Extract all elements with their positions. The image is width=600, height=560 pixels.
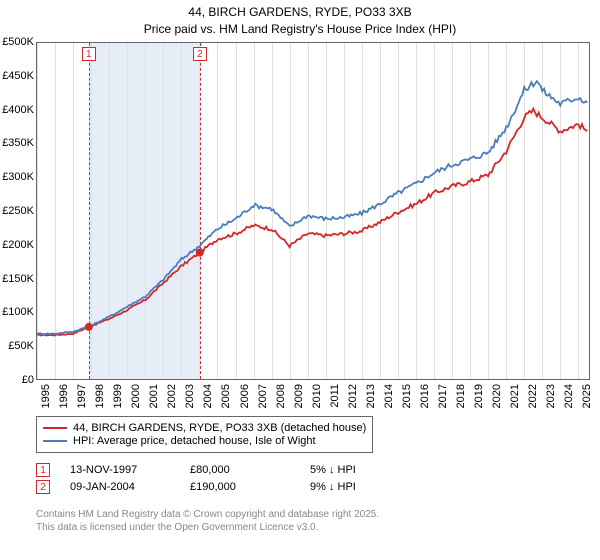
x-tick-label: 2016 <box>419 384 431 408</box>
x-tick-label: 2003 <box>184 384 196 408</box>
title-line2: Price paid vs. HM Land Registry's House … <box>144 22 456 36</box>
transaction-dot-2 <box>196 249 204 257</box>
y-tick-label: £300K <box>0 171 34 183</box>
transaction-row: 2 09-JAN-2004£190,0009% ↓ HPI <box>36 480 356 494</box>
legend-swatch <box>43 440 67 442</box>
x-tick-label: 2010 <box>311 384 323 408</box>
y-tick-label: £200K <box>0 239 34 251</box>
x-tick-label: 2013 <box>365 384 377 408</box>
transaction-row-marker: 1 <box>36 463 50 477</box>
x-tick-label: 1996 <box>58 384 70 408</box>
series-line-0 <box>37 109 587 336</box>
x-tick-label: 2007 <box>257 384 269 408</box>
legend-swatch <box>43 427 67 429</box>
footer-line2: This data is licensed under the Open Gov… <box>36 522 318 533</box>
transaction-date: 09-JAN-2004 <box>70 481 190 493</box>
footer-line1: Contains HM Land Registry data © Crown c… <box>36 509 379 520</box>
legend-item: 44, BIRCH GARDENS, RYDE, PO33 3XB (detac… <box>43 422 366 434</box>
transaction-row: 1 13-NOV-1997£80,0005% ↓ HPI <box>36 463 356 477</box>
y-tick-label: £500K <box>0 36 34 48</box>
y-tick-label: £450K <box>0 70 34 82</box>
y-tick-label: £400K <box>0 104 34 116</box>
chart-area: 12 £0£50K£100K£150K£200K£250K£300K£350K£… <box>36 42 590 410</box>
x-tick-label: 2012 <box>347 384 359 408</box>
x-tick-label: 2011 <box>329 384 341 408</box>
transaction-delta: 5% ↓ HPI <box>310 464 356 476</box>
legend-box: 44, BIRCH GARDENS, RYDE, PO33 3XB (detac… <box>36 416 373 453</box>
y-tick-label: £50K <box>0 340 34 352</box>
x-tick-label: 2005 <box>220 384 232 408</box>
y-tick-label: £250K <box>0 205 34 217</box>
transaction-price: £80,000 <box>190 464 310 476</box>
x-tick-label: 2001 <box>148 384 160 408</box>
x-tick-label: 1995 <box>40 384 52 408</box>
x-tick-label: 2015 <box>401 384 413 408</box>
legend-label: 44, BIRCH GARDENS, RYDE, PO33 3XB (detac… <box>73 422 366 434</box>
transaction-price: £190,000 <box>190 481 310 493</box>
title-line1: 44, BIRCH GARDENS, RYDE, PO33 3XB <box>188 5 411 19</box>
plot-region: 12 <box>36 42 590 380</box>
y-tick-label: £100K <box>0 306 34 318</box>
x-tick-label: 1997 <box>76 384 88 408</box>
y-tick-label: £350K <box>0 137 34 149</box>
x-tick-label: 2024 <box>563 384 575 408</box>
transaction-row-marker: 2 <box>36 480 50 494</box>
x-tick-label: 2020 <box>491 384 503 408</box>
chart-title: 44, BIRCH GARDENS, RYDE, PO33 3XB Price … <box>0 0 600 38</box>
x-tick-label: 2008 <box>275 384 287 408</box>
x-tick-label: 2009 <box>293 384 305 408</box>
x-tick-label: 2018 <box>455 384 467 408</box>
y-tick-label: £150K <box>0 273 34 285</box>
x-tick-label: 2022 <box>527 384 539 408</box>
series-line-1 <box>37 81 587 334</box>
y-tick-label: £0 <box>0 374 34 386</box>
chart-container: 44, BIRCH GARDENS, RYDE, PO33 3XB Price … <box>0 0 600 560</box>
x-tick-label: 2000 <box>130 384 142 408</box>
x-tick-label: 1998 <box>94 384 106 408</box>
legend-item: HPI: Average price, detached house, Isle… <box>43 435 366 447</box>
x-tick-label: 2006 <box>239 384 251 408</box>
series-svg <box>37 43 591 381</box>
x-tick-label: 2023 <box>545 384 557 408</box>
x-tick-label: 2019 <box>473 384 485 408</box>
transaction-table: 1 13-NOV-1997£80,0005% ↓ HPI 2 09-JAN-2004£… <box>36 460 356 497</box>
x-tick-label: 1999 <box>112 384 124 408</box>
x-tick-label: 2004 <box>202 384 214 408</box>
x-tick-label: 2021 <box>509 384 521 408</box>
legend-label: HPI: Average price, detached house, Isle… <box>73 435 316 447</box>
transaction-date: 13-NOV-1997 <box>70 464 190 476</box>
x-tick-label: 2025 <box>581 384 593 408</box>
transaction-dot-1 <box>85 323 93 331</box>
transaction-delta: 9% ↓ HPI <box>310 481 356 493</box>
x-tick-label: 2017 <box>437 384 449 408</box>
x-tick-label: 2014 <box>383 384 395 408</box>
x-tick-label: 2002 <box>166 384 178 408</box>
footer-attribution: Contains HM Land Registry data © Crown c… <box>36 508 379 534</box>
